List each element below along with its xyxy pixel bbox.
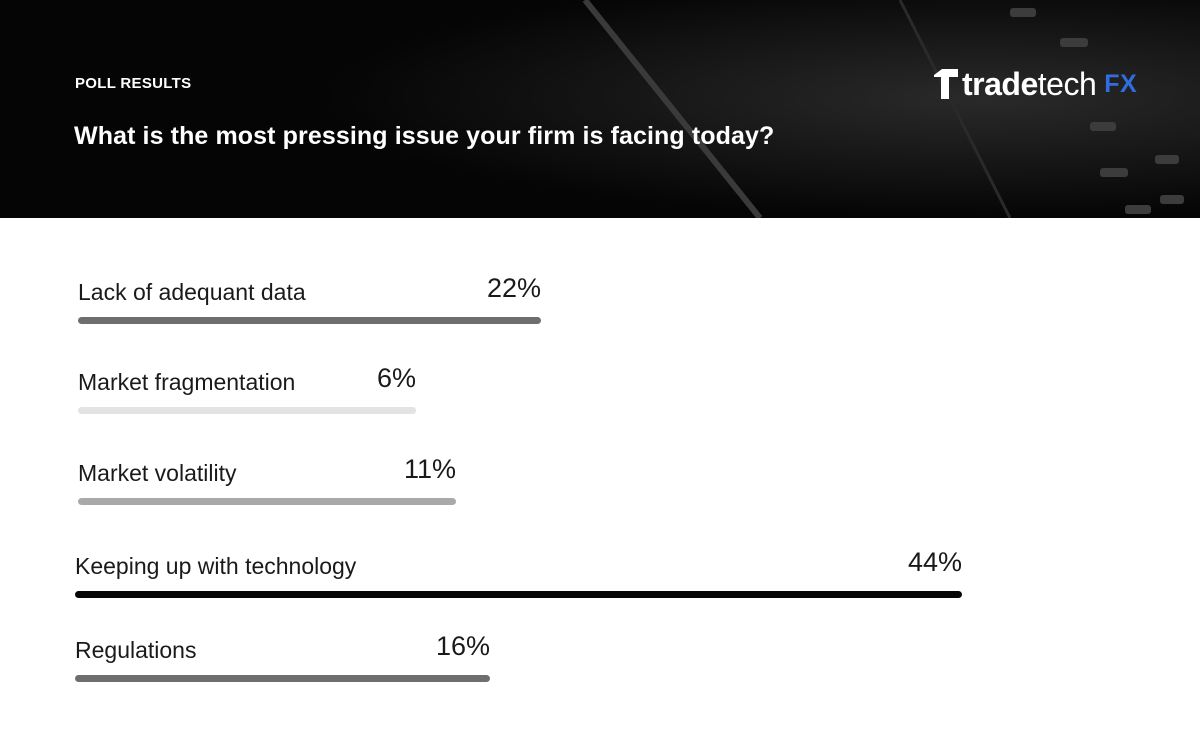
poll-option-label: Regulations — [75, 637, 197, 663]
poll-option-row: Lack of adequant data 22% — [78, 264, 541, 324]
poll-option-bar — [78, 407, 416, 414]
poll-question: What is the most pressing issue your fir… — [74, 122, 775, 150]
poll-option-label: Lack of adequant data — [78, 279, 306, 305]
poll-option-bar — [78, 317, 541, 324]
poll-option-percent: 16% — [435, 631, 490, 661]
poll-option-percent: 6% — [376, 363, 416, 393]
logo-word-thin: tech — [1037, 66, 1097, 102]
poll-option-bar — [75, 675, 490, 682]
poll-option-row: Market fragmentation 6% — [78, 354, 416, 414]
logo-fx-suffix: FX — [1104, 70, 1138, 98]
poll-option-row: Market volatility 11% — [78, 445, 456, 505]
header-banner: POLL RESULTS What is the most pressing i… — [0, 0, 1200, 218]
poll-option-percent: 44% — [907, 547, 962, 577]
poll-option-bar — [75, 591, 962, 598]
background-trading-screen — [0, 0, 1200, 218]
logo-word-bold: trade — [962, 66, 1038, 102]
poll-option-bar — [78, 498, 456, 505]
logo-wordmark: tradetech — [962, 64, 1097, 104]
poll-option-percent: 22% — [486, 273, 541, 303]
poll-option-label: Keeping up with technology — [75, 553, 357, 579]
poll-option-percent: 11% — [403, 454, 456, 484]
poll-option-row: Keeping up with technology 44% — [75, 538, 962, 598]
poll-results-label: POLL RESULTS — [75, 75, 192, 92]
poll-option-label: Market fragmentation — [78, 369, 296, 395]
stepped-t-logo-icon — [934, 69, 958, 99]
poll-option-label: Market volatility — [78, 460, 237, 486]
tradetech-fx-logo: tradetech FX — [932, 64, 1137, 104]
poll-option-row: Regulations 16% — [75, 622, 490, 682]
